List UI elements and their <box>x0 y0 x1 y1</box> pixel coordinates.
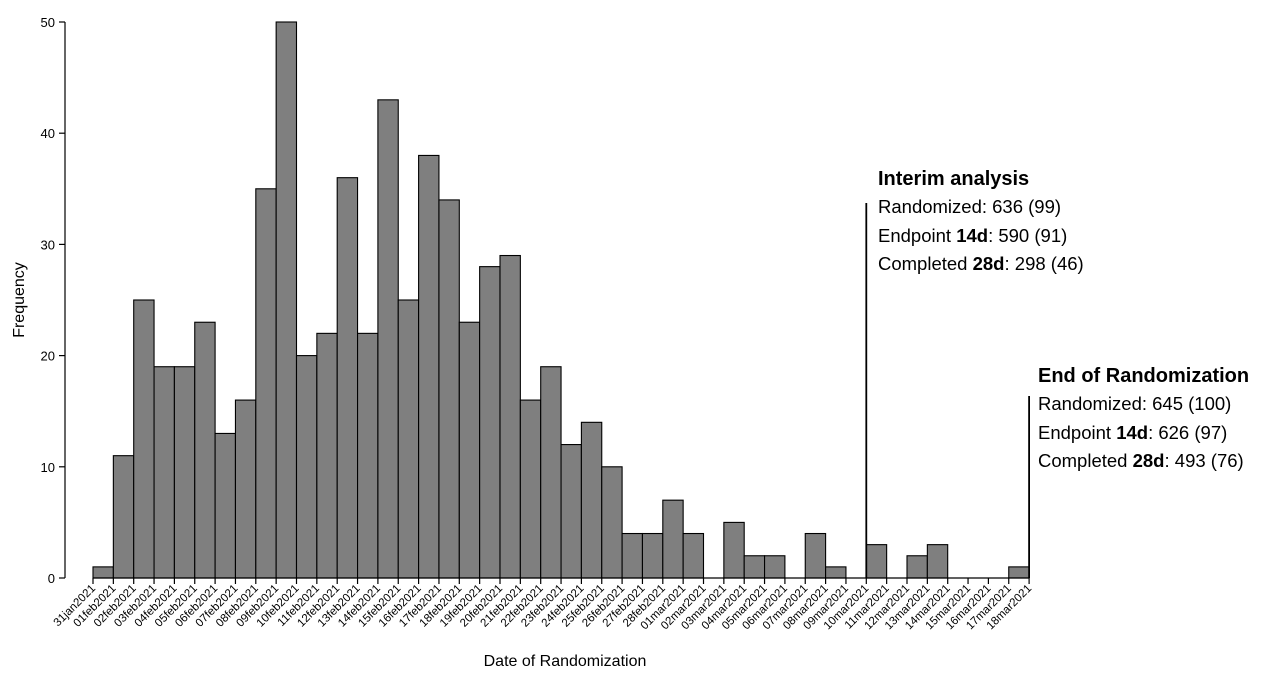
y-tick-label: 50 <box>41 15 55 30</box>
bar-13mar2021 <box>906 555 928 579</box>
bar-27feb2021 <box>621 532 643 579</box>
bar-05feb2021 <box>173 366 196 579</box>
interim-randomized: Randomized: 636 (99) <box>878 196 1062 217</box>
bar-19feb2021 <box>458 321 481 579</box>
bar-08feb2021 <box>234 399 257 579</box>
interim-completed: Completed 28d: 298 (46) <box>878 253 1084 274</box>
bar-06feb2021 <box>194 321 216 579</box>
bar-02feb2021 <box>112 455 135 579</box>
bar-24feb2021 <box>560 444 582 579</box>
bar-18mar2021 <box>1008 566 1030 579</box>
bar-11feb2021 <box>295 355 318 579</box>
bar-05mar2021 <box>743 555 766 579</box>
y-tick-label: 20 <box>41 349 55 364</box>
bar-04mar2021 <box>723 521 745 579</box>
interim-analysis-title: Interim analysis <box>878 168 1030 190</box>
y-tick-label: 0 <box>48 571 55 586</box>
bar-13feb2021 <box>336 177 359 579</box>
bar-07feb2021 <box>214 432 237 579</box>
interim-endpoint: Endpoint 14d: 590 (91) <box>878 224 1068 246</box>
bar-22feb2021 <box>519 399 542 579</box>
bar-09feb2021 <box>255 188 277 579</box>
end-of-randomization-title: End of Randomization <box>1038 365 1250 387</box>
bar-14feb2021 <box>356 332 379 579</box>
x-axis: 31jan202101feb202102feb202103feb202104fe… <box>52 577 1034 632</box>
end-endpoint: Endpoint 14d: 626 (97) <box>1038 421 1228 443</box>
bar-14mar2021 <box>926 544 949 579</box>
bar-23feb2021 <box>540 366 562 579</box>
bar-11mar2021 <box>865 544 888 579</box>
bars-group <box>92 21 1030 579</box>
x-axis-title: Date of Randomization <box>484 653 647 670</box>
bar-09mar2021 <box>825 566 847 579</box>
y-tick-label: 30 <box>41 237 55 252</box>
bar-26feb2021 <box>601 466 623 579</box>
interim-analysis-annotation: Interim analysis Randomized: 636 (99) En… <box>878 165 1084 279</box>
bar-12feb2021 <box>316 332 338 579</box>
bar-16feb2021 <box>397 299 420 579</box>
bar-10feb2021 <box>275 21 298 579</box>
end-randomized: Randomized: 645 (100) <box>1038 393 1232 414</box>
bar-21feb2021 <box>499 254 521 579</box>
bar-06mar2021 <box>763 555 786 579</box>
bar-25feb2021 <box>580 421 603 579</box>
bar-15feb2021 <box>377 99 399 579</box>
y-axis-title: Frequency <box>11 262 28 338</box>
bar-28feb2021 <box>641 532 664 579</box>
bar-02mar2021 <box>682 532 705 579</box>
bar-04feb2021 <box>153 366 175 579</box>
bar-17feb2021 <box>418 154 440 579</box>
reference-lines <box>865 203 1030 578</box>
end-of-randomization-annotation: End of Randomization Randomized: 645 (10… <box>1038 362 1249 476</box>
bar-03feb2021 <box>133 299 155 579</box>
y-tick-label: 10 <box>41 460 55 475</box>
bar-08mar2021 <box>804 532 827 579</box>
bar-20feb2021 <box>479 266 501 579</box>
bar-18feb2021 <box>438 199 460 579</box>
end-completed: Completed 28d: 493 (76) <box>1038 450 1244 471</box>
bar-01mar2021 <box>662 499 684 579</box>
bar-01feb2021 <box>92 566 114 579</box>
y-tick-label: 40 <box>41 126 55 141</box>
y-axis: 0 10 20 30 40 50 <box>41 15 66 586</box>
